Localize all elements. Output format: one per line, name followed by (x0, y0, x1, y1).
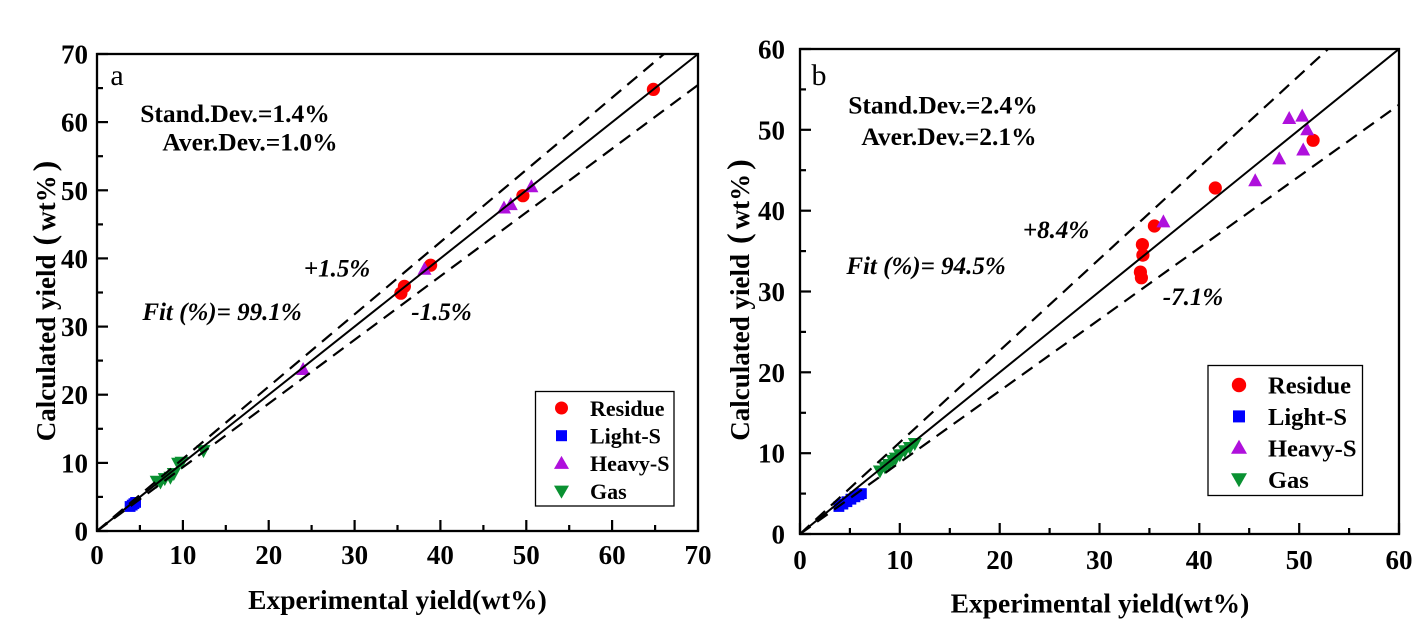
svg-text:40: 40 (758, 196, 785, 226)
svg-text:70: 70 (685, 540, 712, 570)
svg-text:Experimental yield(wt%): Experimental yield(wt%) (951, 588, 1250, 619)
svg-text:Gas: Gas (1268, 467, 1309, 494)
svg-text:-7.1%: -7.1% (1163, 284, 1223, 311)
svg-text:Aver.Dev.=1.0%: Aver.Dev.=1.0% (162, 128, 337, 157)
svg-text:30: 30 (341, 540, 368, 570)
svg-text:10: 10 (886, 545, 913, 575)
svg-text:50: 50 (1286, 545, 1313, 575)
svg-text:10: 10 (758, 439, 785, 469)
svg-text:60: 60 (758, 35, 785, 65)
svg-text:30: 30 (1086, 545, 1113, 575)
svg-text:Fit (%)= 99.1%: Fit (%)= 99.1% (141, 299, 301, 326)
svg-text:Aver.Dev.=2.1%: Aver.Dev.=2.1% (861, 122, 1036, 151)
svg-text:Calculated yield(wt%): Calculated yield(wt%) (26, 161, 62, 442)
svg-text:0: 0 (772, 520, 786, 550)
svg-text:60: 60 (599, 540, 626, 570)
svg-text:30: 30 (61, 312, 88, 342)
svg-text:40: 40 (61, 244, 88, 274)
svg-text:+8.4%: +8.4% (1023, 217, 1089, 244)
svg-text:b: b (812, 59, 827, 92)
svg-text:Experimental yield(wt%): Experimental yield(wt%) (248, 584, 547, 615)
svg-text:Light-S: Light-S (1268, 404, 1347, 431)
svg-text:Residue: Residue (1268, 373, 1351, 400)
svg-text:50: 50 (513, 540, 540, 570)
svg-text:Stand.Dev.=2.4%: Stand.Dev.=2.4% (848, 91, 1038, 120)
svg-text:20: 20 (758, 358, 785, 388)
svg-text:Gas: Gas (590, 479, 627, 504)
svg-text:20: 20 (986, 545, 1013, 575)
svg-text:20: 20 (255, 540, 282, 570)
svg-text:0: 0 (90, 540, 104, 570)
svg-text:+1.5%: +1.5% (304, 256, 370, 283)
svg-text:10: 10 (61, 448, 88, 478)
svg-text:a: a (110, 59, 123, 92)
svg-text:0: 0 (793, 545, 807, 575)
svg-text:Light-S: Light-S (590, 424, 661, 449)
svg-text:Calculated yield(wt%): Calculated yield(wt%) (720, 159, 756, 441)
svg-text:30: 30 (758, 277, 785, 307)
svg-text:0: 0 (75, 517, 89, 547)
svg-text:40: 40 (1186, 545, 1213, 575)
svg-text:Heavy-S: Heavy-S (1268, 435, 1356, 462)
svg-text:70: 70 (61, 40, 88, 70)
svg-text:Heavy-S: Heavy-S (590, 451, 669, 476)
svg-text:60: 60 (61, 108, 88, 138)
svg-text:-1.5%: -1.5% (411, 299, 471, 326)
svg-text:40: 40 (427, 540, 454, 570)
svg-text:60: 60 (1386, 545, 1413, 575)
svg-text:Residue: Residue (590, 396, 665, 421)
svg-text:10: 10 (169, 540, 196, 570)
svg-text:20: 20 (61, 380, 88, 410)
svg-text:Stand.Dev.=1.4%: Stand.Dev.=1.4% (140, 99, 330, 128)
svg-text:Fit (%)= 94.5%: Fit (%)= 94.5% (845, 253, 1005, 280)
svg-text:50: 50 (758, 115, 785, 145)
svg-text:50: 50 (61, 176, 88, 206)
